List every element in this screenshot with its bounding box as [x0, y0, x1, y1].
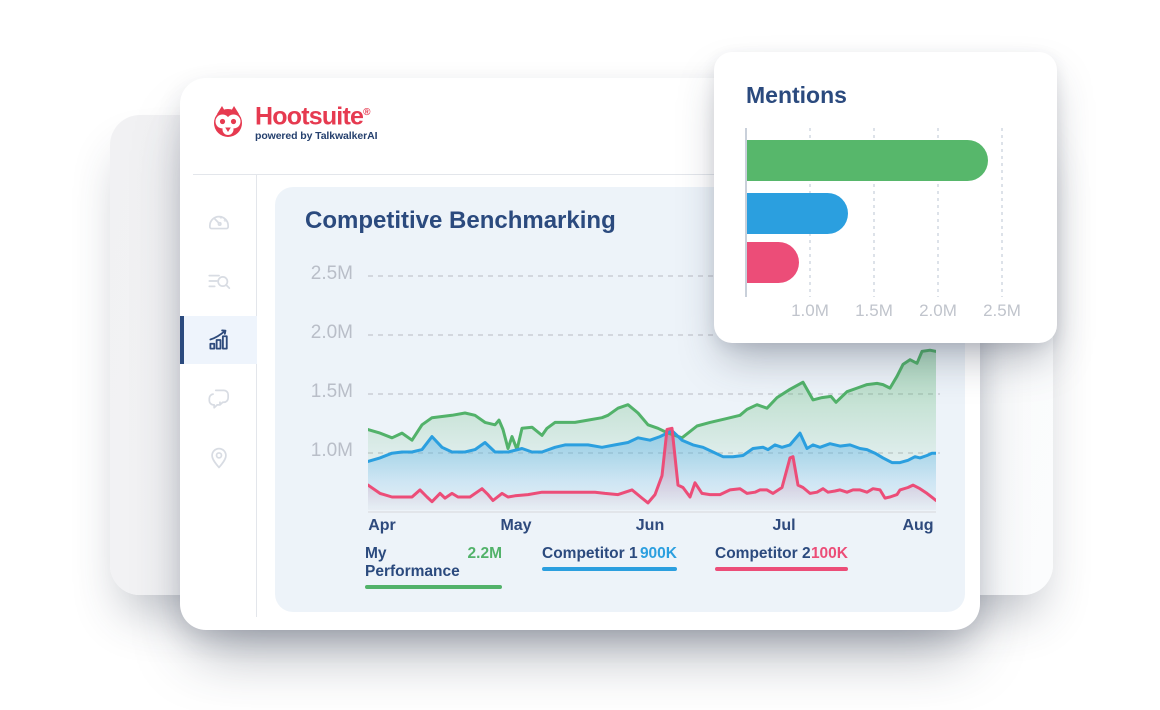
panel-title: Competitive Benchmarking — [305, 207, 616, 234]
legend-item-3[interactable]: Competitor 2 100K — [715, 545, 848, 571]
sidebar-item-dashboard[interactable] — [180, 198, 257, 246]
gridline — [368, 333, 940, 336]
legend-label: My Performance — [365, 545, 460, 580]
chat-bubbles-icon — [207, 389, 229, 409]
y-axis-tick-label: 1.5M — [310, 380, 353, 402]
legend-item-1[interactable]: My Performance 2.2M — [365, 545, 502, 589]
y-axis-tick-label: 1.0M — [310, 440, 353, 461]
legend-label: Competitor 1 — [542, 545, 638, 562]
sidebar-item-location[interactable] — [180, 434, 257, 482]
logo-text: Hootsuite® powered by TalkwalkerAI — [255, 100, 377, 142]
mentions-gridline — [873, 128, 875, 297]
legend-color-bar — [542, 567, 677, 571]
bar-chart-growth-icon — [208, 329, 228, 350]
legend-value: 2.2M — [467, 545, 502, 562]
mentions-title: Mentions — [746, 82, 847, 108]
mentions-y-axis-line — [745, 128, 747, 297]
x-axis-label-jul: Jul — [772, 517, 796, 534]
owl-icon — [214, 106, 242, 138]
y-axis-tick-label: 2.0M — [310, 321, 353, 343]
logo-tagline: powered by TalkwalkerAI — [255, 130, 378, 143]
x-axis-label-jun: Jun — [635, 517, 665, 534]
x-axis-label-apr: Apr — [368, 517, 396, 534]
legend-value: 100K — [810, 545, 848, 562]
sidebar-item-analytics[interactable] — [180, 316, 257, 364]
sidebar — [180, 175, 257, 617]
mentions-gridline — [937, 128, 939, 297]
gauge-icon — [208, 215, 229, 230]
mentions-bar-competitor-2 — [747, 242, 799, 283]
mentions-x-tick-label: 1.0M — [791, 301, 829, 320]
x-axis-label-may: May — [500, 517, 532, 534]
list-search-icon — [207, 274, 230, 289]
mentions-x-tick-label: 2.5M — [983, 301, 1021, 320]
gridline — [368, 392, 940, 395]
sidebar-item-messages[interactable] — [180, 375, 257, 423]
legend-value: 900K — [639, 545, 677, 562]
x-axis-baseline — [368, 511, 936, 513]
line-chart-plot — [366, 265, 938, 510]
header-divider — [193, 174, 967, 175]
legend-color-bar — [715, 567, 848, 571]
mentions-gridline — [1001, 128, 1003, 297]
gridline — [368, 274, 940, 277]
registered-mark: ® — [363, 107, 370, 118]
x-axis-label-aug: Aug — [902, 517, 934, 534]
legend-label: Competitor 2 — [715, 545, 811, 562]
legend-item-2[interactable]: Competitor 1 900K — [542, 545, 677, 571]
mentions-x-tick-label: 1.5M — [855, 301, 893, 320]
mentions-bar-my-performance — [747, 140, 988, 181]
legend-color-bar — [365, 585, 502, 589]
mentions-bar-competitor-1 — [747, 193, 848, 234]
active-indicator — [180, 316, 184, 364]
mentions-x-tick-label: 2.0M — [919, 301, 957, 320]
hootsuite-logo[interactable]: Hootsuite® powered by TalkwalkerAI — [208, 100, 377, 142]
mentions-card: Mentions 1.0M 1.5M 2.0M 2.5M — [714, 52, 1057, 343]
location-pin-icon — [210, 447, 227, 469]
app-header: Hootsuite® powered by TalkwalkerAI — [180, 78, 980, 174]
brand-wordmark: Hootsuite® — [255, 102, 370, 131]
y-axis-tick-label: 2.5M — [310, 262, 353, 284]
sidebar-item-search[interactable] — [180, 257, 257, 305]
